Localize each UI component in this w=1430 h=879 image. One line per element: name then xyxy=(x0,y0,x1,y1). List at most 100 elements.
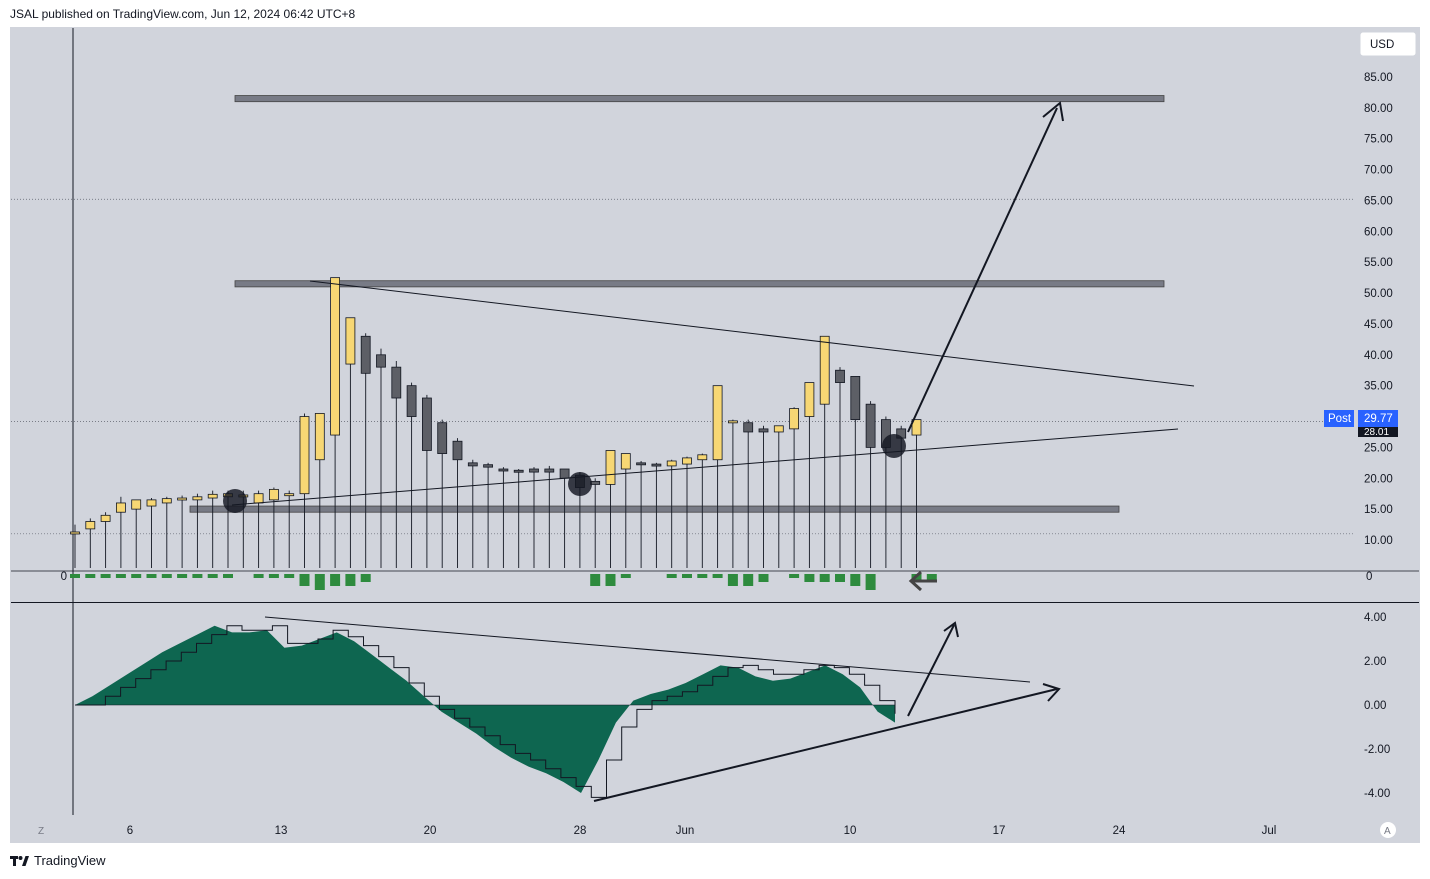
candle-body xyxy=(268,488,279,501)
candle-body xyxy=(70,531,80,535)
price-tick-label: 35.00 xyxy=(1364,381,1393,393)
candle-body xyxy=(345,317,356,365)
touch-marker-1[interactable] xyxy=(223,489,247,513)
candle-body xyxy=(728,420,738,424)
price-tick-label: 15.00 xyxy=(1364,504,1393,516)
price-tick-label: 80.00 xyxy=(1364,103,1393,115)
price-tick-label: 85.00 xyxy=(1364,72,1393,84)
candle-body xyxy=(161,498,172,504)
candle-body xyxy=(758,428,769,433)
candle-body xyxy=(330,277,341,436)
candle-body xyxy=(513,469,524,473)
oscillator-drawings[interactable] xyxy=(264,616,1061,802)
price-tick-label: 10.00 xyxy=(1364,535,1393,547)
candle-body xyxy=(452,440,463,461)
last-value: 28.01 xyxy=(1364,427,1389,438)
footer-brand[interactable]: TradingView xyxy=(34,853,106,868)
corner-right-label: A xyxy=(1384,826,1391,837)
oscillator-tick-label: 4.00 xyxy=(1364,612,1386,624)
price-tick-label: 25.00 xyxy=(1364,442,1393,454)
candle-body xyxy=(773,425,784,433)
oscillator-tick-label: 0.00 xyxy=(1364,700,1386,712)
zone-rect[interactable] xyxy=(234,280,1165,288)
volume-zero-axis-label: 0 xyxy=(1366,571,1372,583)
volume-bar xyxy=(177,574,188,578)
footer: TradingView xyxy=(10,853,106,868)
candle-body xyxy=(498,468,509,472)
auto-scale-button[interactable] xyxy=(1380,822,1396,838)
touch-marker-3[interactable] xyxy=(882,434,906,458)
candle-body xyxy=(299,416,310,495)
time-tick-label: 24 xyxy=(1113,825,1126,837)
currency-button[interactable] xyxy=(1359,31,1417,57)
price-axis[interactable]: 85.00 80.00 75.00 70.00 65.00 60.00 55.00 50.00… xyxy=(1364,72,1393,547)
currency-label: USD xyxy=(1370,39,1394,51)
candle-body xyxy=(835,369,845,383)
candle-body xyxy=(483,464,494,468)
volume-bar xyxy=(85,574,96,578)
osc-breakout-arrow[interactable] xyxy=(907,624,955,717)
volume-bar xyxy=(360,574,371,582)
candle-body xyxy=(314,413,325,461)
osc-support-arrow[interactable] xyxy=(593,688,1058,802)
volume-bar xyxy=(620,574,631,578)
candles xyxy=(70,277,922,568)
horizontal-zones[interactable] xyxy=(189,95,1165,513)
volume-bar xyxy=(100,574,111,578)
candle-body xyxy=(284,493,295,497)
volume-bar xyxy=(865,574,876,590)
volume-bar xyxy=(804,574,815,582)
time-axis[interactable]: 6 13 20 28 Jun 10 17 24 Jul xyxy=(127,825,1277,837)
candle-body xyxy=(360,335,371,374)
oscillator-area xyxy=(75,625,895,793)
oscillator-axis[interactable]: 4.00 2.00 0.00 -2.00 -4.00 xyxy=(1364,612,1390,800)
last-value-box xyxy=(1358,427,1398,437)
price-tick-label: 60.00 xyxy=(1364,226,1393,238)
time-axis-bg xyxy=(11,815,1419,843)
volume-bar xyxy=(712,574,723,578)
candle-body xyxy=(559,468,570,479)
price-drawings[interactable] xyxy=(223,101,1195,592)
candle-body xyxy=(590,480,601,485)
price-tick-label: 70.00 xyxy=(1364,165,1393,177)
breakout-arrowhead xyxy=(1042,101,1064,122)
post-value: 29.77 xyxy=(1364,413,1393,425)
volume-bar xyxy=(743,574,754,586)
arrow-left-marker[interactable] xyxy=(908,570,937,592)
candle-body xyxy=(819,335,830,405)
candle-body xyxy=(682,457,692,465)
candle-body xyxy=(651,463,662,467)
volume-bar xyxy=(926,574,937,582)
time-tick-label: Jun xyxy=(676,825,695,837)
resistance-trendline[interactable] xyxy=(309,280,1195,387)
zone-rect[interactable] xyxy=(234,95,1165,103)
candle-body xyxy=(421,397,432,451)
time-tick-label: 17 xyxy=(993,825,1006,837)
zone-rect[interactable] xyxy=(189,505,1120,513)
candle-body xyxy=(804,382,815,417)
candle-body xyxy=(666,460,677,467)
osc-support-arrowhead xyxy=(1042,683,1061,702)
price-tick-label: 55.00 xyxy=(1364,257,1393,269)
candle-body xyxy=(177,497,188,501)
post-label-box xyxy=(1324,410,1354,427)
candle-body xyxy=(712,385,723,461)
volume-bar xyxy=(850,574,861,586)
breakout-arrow[interactable] xyxy=(907,107,1058,433)
candle-body xyxy=(253,493,264,504)
volume-bar xyxy=(727,574,738,586)
support-trendline[interactable] xyxy=(231,428,1179,506)
volume-bar xyxy=(682,574,692,578)
osc-resistance-line[interactable] xyxy=(264,616,1031,683)
touch-marker-2[interactable] xyxy=(568,472,592,496)
candle-body xyxy=(529,468,539,473)
candle-body xyxy=(100,514,111,522)
oscillator xyxy=(75,625,896,798)
candle-body xyxy=(544,468,555,473)
candle-body xyxy=(743,422,754,433)
corner-left-label: Z xyxy=(38,826,44,837)
volume-bar xyxy=(590,574,601,586)
volume-bar xyxy=(605,574,616,586)
time-tick-label: 20 xyxy=(424,825,437,837)
